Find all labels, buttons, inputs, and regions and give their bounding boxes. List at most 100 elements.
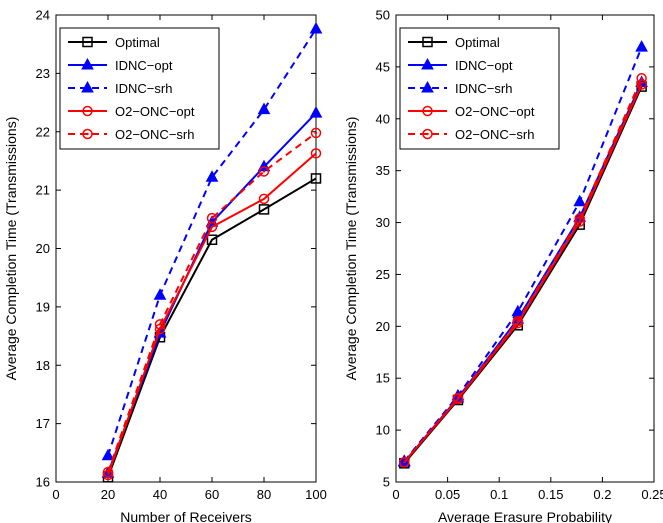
y-axis-label: Average Completion Time (Transmissions) <box>343 117 359 381</box>
y-tick-label: 15 <box>376 371 390 386</box>
series-line <box>107 177 317 478</box>
x-tick-label: 0.1 <box>490 487 508 502</box>
legend-marker <box>82 105 93 117</box>
y-tick-label: 21 <box>36 183 50 198</box>
series-line <box>107 152 317 476</box>
data-point-dot <box>158 323 162 326</box>
x-tick-label: 0.05 <box>435 487 460 502</box>
data-point <box>452 392 464 404</box>
data-point-dot <box>516 319 519 323</box>
y-tick-label: 23 <box>36 66 50 81</box>
legend-label: O2−ONC−opt <box>455 104 535 119</box>
y-tick-label: 20 <box>36 241 50 256</box>
data-point <box>154 319 166 330</box>
data-point <box>258 193 270 205</box>
legend-marker-dot <box>426 132 429 136</box>
y-tick-label: 35 <box>376 163 390 178</box>
data-point <box>636 79 647 90</box>
data-point <box>636 73 647 84</box>
chart-panel-1: 0 20 40 60 80 100 16 17 18 19 20 21 22 23 24 Number of … <box>3 8 327 523</box>
legend-label: IDNC−srh <box>115 81 172 96</box>
legend-marker <box>422 105 433 117</box>
legend: Optimal IDNC−opt IDNC−srh O2−ONC−opt O2−ONC−… <box>59 27 220 150</box>
data-point <box>635 40 648 52</box>
x-tick-label: 0 <box>52 487 59 502</box>
data-point <box>574 213 585 224</box>
data-point <box>512 315 524 327</box>
legend-label: O2−ONC−srh <box>455 127 534 142</box>
legend-label: IDNC−srh <box>455 81 512 96</box>
series-3 <box>397 40 648 466</box>
x-axis-label: Number of Receivers <box>120 509 252 523</box>
x-tick-label: 40 <box>153 487 167 502</box>
series-3 <box>101 21 323 461</box>
legend-marker <box>82 128 93 140</box>
legend-marker-dot <box>86 132 89 136</box>
data-point-dot <box>578 217 581 220</box>
y-tick-label: 16 <box>36 475 50 490</box>
series-2 <box>101 106 323 478</box>
legend-label: O2−ONC−opt <box>115 104 195 119</box>
data-point <box>309 21 323 34</box>
data-point <box>310 173 322 184</box>
data-point <box>399 457 410 468</box>
legend-label: IDNC−opt <box>115 58 173 73</box>
chart-panel-2: 0 0.05 0.1 0.15 0.2 0.25 5 10 15 20 25 30 35 40 45 50 Av… <box>343 8 663 523</box>
data-point-dot <box>106 470 110 474</box>
legend-label: IDNC−opt <box>455 58 513 73</box>
y-tick-label: 17 <box>36 416 50 431</box>
data-point <box>153 288 167 300</box>
y-tick-label: 40 <box>376 111 390 126</box>
series-line <box>403 84 643 463</box>
x-tick-label: 100 <box>305 487 327 502</box>
y-tick-label: 50 <box>376 8 390 23</box>
x-tick-label: 0.15 <box>538 487 563 502</box>
data-point-dot <box>403 461 406 464</box>
legend-marker <box>81 80 94 93</box>
data-point <box>101 448 115 461</box>
x-tick-label: 60 <box>205 487 219 502</box>
series-line <box>107 132 317 473</box>
legend-marker <box>421 57 434 70</box>
x-axis-label: Average Erasure Probability <box>438 509 612 523</box>
series-line <box>107 28 317 457</box>
data-point <box>310 148 322 159</box>
y-tick-label: 22 <box>36 124 50 139</box>
y-tick-label: 45 <box>376 59 390 74</box>
x-tick-label: 0.25 <box>641 487 663 502</box>
data-point <box>258 204 270 215</box>
data-point-dot <box>210 216 214 220</box>
data-point <box>206 212 218 224</box>
y-tick-label: 18 <box>36 358 50 373</box>
plot-area-frame <box>395 14 655 483</box>
x-tick-label: 80 <box>257 487 271 502</box>
y-tick-label: 24 <box>36 8 50 23</box>
x-tick-label: 0.2 <box>593 487 611 502</box>
y-tick-label: 25 <box>376 267 390 282</box>
legend-marker <box>421 80 434 93</box>
data-point <box>511 304 525 317</box>
legend-box <box>59 27 220 150</box>
data-point <box>206 234 218 245</box>
data-point <box>205 170 219 182</box>
series-5 <box>399 73 647 468</box>
data-point-dot <box>640 77 643 80</box>
x-tick-label: 0 <box>392 487 399 502</box>
legend-label: Optimal <box>455 35 500 50</box>
data-point-dot <box>456 396 460 400</box>
data-point <box>258 166 270 177</box>
legend-marker <box>422 128 433 140</box>
legend-label: Optimal <box>115 35 160 50</box>
series-line <box>107 112 317 474</box>
y-tick-label: 10 <box>376 423 390 438</box>
series-4 <box>102 148 322 481</box>
data-point <box>257 102 271 115</box>
data-point <box>309 106 323 118</box>
data-point <box>573 194 587 207</box>
legend-marker <box>81 57 94 70</box>
data-point-dot <box>314 131 318 135</box>
data-point-dot <box>262 170 266 173</box>
y-tick-label: 30 <box>376 215 390 230</box>
series-5 <box>102 127 322 478</box>
